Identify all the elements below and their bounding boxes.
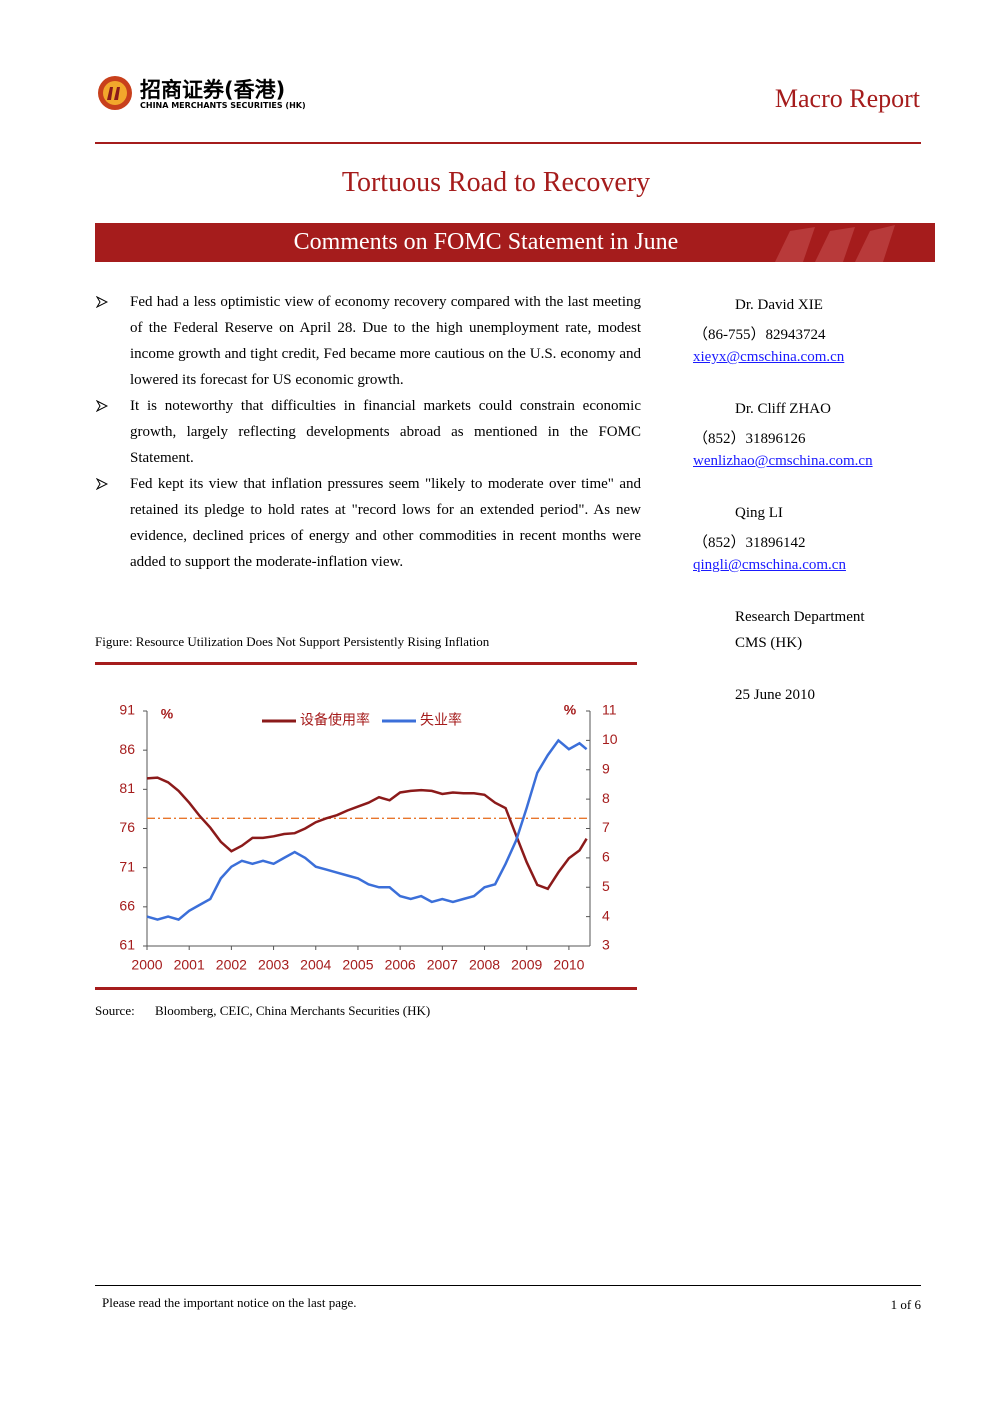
date: 25 June 2010 [735, 687, 815, 703]
bullet-text: Fed had a less optimistic view of econom… [130, 294, 641, 388]
x-tick-label: 2009 [511, 957, 542, 973]
x-tick-label: 2008 [469, 957, 500, 973]
legend-label: 失业率 [420, 712, 462, 728]
figure-caption: Figure: Resource Utilization Does Not Su… [95, 634, 490, 649]
x-tick-label: 2001 [174, 957, 205, 973]
y2-tick-label: 11 [602, 702, 617, 718]
contact-name: Qing LI [735, 505, 783, 521]
bullet-text: Fed kept its view that inflation pressur… [130, 476, 641, 570]
series-line [146, 776, 588, 891]
y-tick-label: 71 [119, 858, 135, 874]
source-label: Source: [95, 1003, 135, 1018]
y2-tick-label: 6 [602, 849, 610, 865]
contact-phone: （852）31896126 [693, 431, 806, 447]
chart: 61 66 71 76 81 86 91 3 4 5 6 7 8 9 10 11 2000 2001 2002 200… [119, 702, 618, 973]
y-axis-label: % [161, 706, 174, 722]
logo-en: CHINA MERCHANTS SECURITIES (HK) [140, 101, 306, 110]
y-tick-label: 86 [119, 741, 135, 757]
bullet-icon [96, 296, 108, 308]
y2-tick-label: 10 [602, 731, 618, 747]
source: Bloomberg, CEIC, China Merchants Securit… [155, 1003, 431, 1018]
header-rule [95, 142, 921, 144]
title: Tortuous Road to Recovery [341, 167, 651, 198]
x-tick-label: 2006 [385, 957, 416, 973]
banner: Comments on FOMC Statement in June [95, 223, 935, 262]
x-tick-label: 2000 [131, 957, 162, 973]
contact-email[interactable]: qingli@cmschina.com.cn [693, 557, 846, 573]
bullet-text: It is noteworthy that difficulties in fi… [130, 398, 641, 466]
y2-tick-label: 4 [602, 907, 610, 923]
contact-email[interactable]: xieyx@cmschina.com.cn [693, 349, 845, 365]
figure-rule [95, 662, 637, 665]
contact-name: Dr. Cliff ZHAO [735, 401, 831, 417]
x-tick-label: 2002 [216, 957, 247, 973]
y2-tick-label: 9 [602, 760, 610, 776]
figure-rule [95, 987, 637, 990]
y-tick-label: 91 [119, 702, 135, 718]
contact-email[interactable]: wenlizhao@cmschina.com.cn [693, 453, 873, 469]
x-tick-label: 2005 [342, 957, 373, 973]
x-tick-label: 2010 [553, 957, 584, 973]
bullet-icon [96, 400, 108, 412]
y2-axis-label: % [564, 702, 577, 718]
y-tick-label: 76 [119, 819, 135, 835]
banner-watermark [775, 225, 895, 262]
logo-icon [98, 76, 132, 110]
x-tick-label: 2003 [258, 957, 289, 973]
report-type: Macro Report [774, 84, 920, 113]
contact-phone: （852）31896142 [693, 535, 806, 551]
y2-tick-label: 3 [602, 937, 610, 953]
footer-notice: Please read the important notice on the … [102, 1295, 357, 1310]
y-tick-label: 81 [119, 780, 135, 796]
bullet-icon [96, 478, 108, 490]
y-tick-label: 61 [119, 937, 135, 953]
y2-tick-label: 8 [602, 790, 610, 806]
legend-label: 设备使用率 [300, 712, 370, 728]
y2-tick-label: 7 [602, 819, 610, 835]
logo-cn: 招商证券(香港) [140, 78, 286, 102]
y2-tick-label: 5 [602, 878, 610, 894]
page-number: 1 of 6 [890, 1297, 921, 1312]
department: Research Department [735, 609, 865, 625]
contact-name: Dr. David XIE [735, 297, 823, 313]
subtitle: Comments on FOMC Statement in June [293, 229, 679, 255]
footer-rule [95, 1285, 921, 1286]
y-tick-label: 66 [119, 898, 135, 914]
contact-phone: （86-755）82943724 [693, 327, 826, 343]
x-tick-label: 2007 [427, 957, 458, 973]
x-tick-label: 2004 [300, 957, 331, 973]
department: CMS (HK) [735, 635, 803, 651]
series-line [146, 738, 588, 921]
